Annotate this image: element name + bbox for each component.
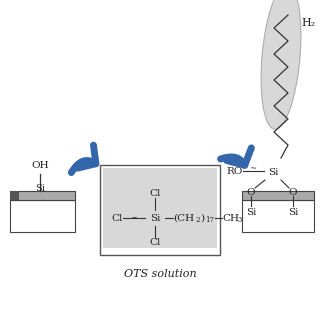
Text: Cl: Cl bbox=[112, 213, 123, 222]
Text: H₂: H₂ bbox=[302, 18, 316, 28]
Bar bbox=[103, 168, 217, 248]
FancyArrowPatch shape bbox=[71, 145, 96, 172]
Text: (CH: (CH bbox=[173, 213, 194, 222]
Text: OH: OH bbox=[31, 161, 49, 170]
Bar bbox=[242, 191, 314, 200]
Text: 17: 17 bbox=[205, 216, 214, 224]
Text: Si: Si bbox=[246, 207, 256, 217]
Bar bbox=[10, 191, 75, 200]
Text: CH: CH bbox=[222, 213, 239, 222]
Text: RO: RO bbox=[227, 166, 243, 175]
Text: Si: Si bbox=[288, 207, 298, 217]
Text: Cl: Cl bbox=[149, 189, 161, 198]
Bar bbox=[100, 165, 220, 255]
Bar bbox=[10, 191, 19, 200]
Text: Si: Si bbox=[35, 184, 45, 193]
Text: ~: ~ bbox=[250, 164, 257, 173]
Bar bbox=[10, 200, 75, 232]
Text: ): ) bbox=[200, 213, 204, 222]
Text: –: – bbox=[132, 212, 137, 222]
Text: O: O bbox=[289, 188, 297, 196]
Text: 2: 2 bbox=[195, 216, 199, 224]
Text: Cl: Cl bbox=[149, 238, 161, 247]
Text: Si: Si bbox=[268, 167, 278, 177]
Ellipse shape bbox=[261, 0, 301, 129]
Text: Si: Si bbox=[150, 213, 160, 222]
Bar bbox=[242, 200, 314, 232]
Text: OTS solution: OTS solution bbox=[124, 269, 196, 279]
FancyArrowPatch shape bbox=[220, 148, 252, 165]
Text: O: O bbox=[247, 188, 255, 196]
Text: 3: 3 bbox=[237, 216, 241, 224]
